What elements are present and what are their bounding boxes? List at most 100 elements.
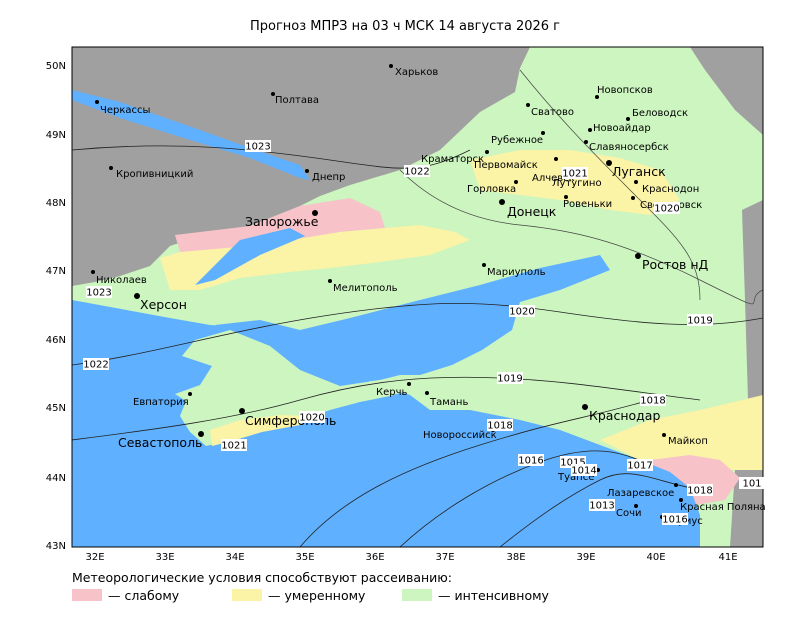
isobar-label: 1022 — [404, 167, 429, 178]
city-dot — [312, 210, 318, 216]
city-dot — [485, 150, 489, 154]
lon-label: 41E — [718, 552, 737, 563]
city-label: Беловодск — [632, 108, 688, 119]
isobar-label: 1018 — [687, 486, 712, 497]
isobar-label-box — [299, 411, 325, 423]
isobar-label-box — [739, 477, 765, 489]
city-dot — [631, 196, 635, 200]
city-label: Краматорск — [421, 154, 484, 165]
legend-swatch — [232, 589, 262, 601]
city-label: Евпатория — [133, 397, 189, 408]
city-label: Херсон — [140, 297, 187, 312]
isobar-labels: 1023 1022 1023 1022 1020 1019 1019 1018 1018 1016… — [83, 140, 765, 526]
isobar-label: 101 — [742, 479, 761, 490]
isobar-label: 1016 — [662, 515, 687, 526]
legend: Метеорологические условия способствуют р… — [72, 570, 550, 603]
isobar-label-box — [662, 513, 688, 525]
city-label: Горловка — [467, 184, 516, 195]
isobar-label-box — [571, 464, 597, 476]
isobar-label-box — [562, 167, 588, 179]
city-label: Туапсе — [557, 472, 594, 483]
isobar-label: 1014 — [571, 466, 596, 477]
lat-label: 45N — [46, 403, 66, 414]
city-label: Новороссийск — [423, 430, 497, 441]
sea — [215, 255, 610, 385]
isobar-label-box — [221, 439, 247, 451]
lat-label: 48N — [46, 198, 66, 209]
city-dot — [514, 180, 518, 184]
isobar-label: 1013 — [589, 501, 614, 512]
city-dot — [134, 293, 140, 299]
city-label: Черкассы — [100, 105, 150, 116]
city-dot — [662, 433, 666, 437]
isobar-label: 1021 — [562, 169, 587, 180]
city-dot — [482, 263, 486, 267]
city-dot — [554, 157, 558, 161]
isobar-label: 1019 — [687, 316, 712, 327]
city-label: Рубежное — [491, 135, 543, 146]
isobar-label: 1015 — [560, 458, 585, 469]
moderate-zone — [470, 150, 680, 215]
legend-label: — умеренному — [268, 588, 366, 603]
moderate-zone — [160, 225, 470, 290]
isobar-label-box — [245, 140, 271, 152]
isobar-label-box — [404, 165, 430, 177]
city-label: Алчевск — [532, 173, 575, 184]
city-dot — [407, 382, 411, 386]
city-dot — [499, 199, 505, 205]
city-label: Краснодон — [642, 184, 699, 195]
city-dot — [634, 504, 638, 508]
city-label: Николаев — [96, 275, 147, 286]
city-label: Новопсков — [597, 85, 653, 96]
city-label: Лутугино — [552, 178, 602, 189]
moderate-zone — [210, 415, 310, 446]
isobar-label: 1018 — [487, 421, 512, 432]
isobar-label: 1019 — [497, 374, 522, 385]
isobar-label-box — [487, 419, 513, 431]
city-dot — [635, 253, 641, 259]
isobar-label: 1022 — [83, 360, 108, 371]
isobar-label: 1023 — [245, 142, 270, 153]
legend-label: — слабому — [108, 588, 180, 603]
city-label: Майкоп — [668, 436, 708, 447]
isobar-label: 1017 — [627, 461, 652, 472]
city-dot — [389, 64, 393, 68]
lon-label: 32E — [85, 552, 104, 563]
city-dot — [584, 140, 588, 144]
city-dot — [305, 169, 309, 173]
no-data-area — [690, 47, 763, 135]
lon-label: 37E — [435, 552, 454, 563]
isobar-label-box — [640, 394, 666, 406]
map-frame — [71, 46, 764, 548]
weak-zone — [650, 455, 740, 505]
lon-label: 36E — [365, 552, 384, 563]
lat-label: 49N — [46, 130, 66, 141]
city-dot — [588, 128, 592, 132]
city-dot — [188, 392, 192, 396]
city-label: Ровеньки — [563, 199, 612, 210]
lat-label: 50N — [46, 61, 66, 72]
grid-labels: 50N 49N 48N 47N 46N 45N 44N 43N 32E 33E 34E 35E 36E 3… — [46, 61, 738, 563]
city-label: Славяносербск — [589, 142, 669, 153]
city-dot — [674, 483, 678, 487]
lat-label: 44N — [46, 473, 66, 484]
city-dot — [595, 95, 599, 99]
city-dot — [425, 391, 429, 395]
cities: Харьков Полтава Черкассы Кропивницкий Днепр З… — [91, 64, 766, 527]
isobar-label-box — [687, 484, 713, 496]
city-dot — [634, 180, 638, 184]
city-dot — [198, 431, 204, 437]
map-area — [72, 47, 763, 547]
isobar-label-box — [627, 459, 653, 471]
isobar-label: 1020 — [299, 413, 324, 424]
legend-label: — интенсивному — [438, 588, 550, 603]
city-dot — [239, 408, 245, 414]
city-dot — [526, 103, 530, 107]
city-label: Полтава — [275, 95, 319, 106]
lon-label: 40E — [646, 552, 665, 563]
city-dot — [271, 92, 275, 96]
isobar-label: 1020 — [509, 307, 534, 318]
isobar-label-box — [497, 372, 523, 384]
